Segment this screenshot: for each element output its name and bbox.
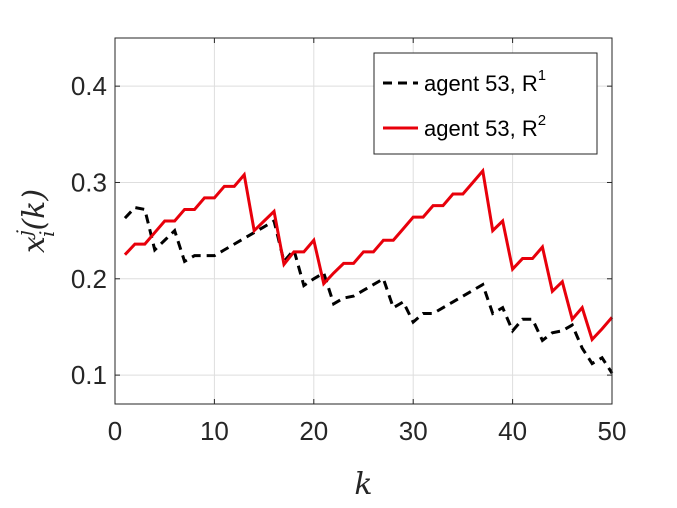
series-layer bbox=[123, 167, 614, 374]
x-tick-label: 20 bbox=[299, 416, 328, 446]
y-tick-label: 0.3 bbox=[71, 167, 107, 197]
tick-labels: 0 10 20 30 40 50 0.1 0.2 0.3 0.4 bbox=[71, 71, 627, 446]
ticks bbox=[114, 38, 613, 404]
y-tick-label: 0.4 bbox=[71, 71, 107, 101]
series-line-1 bbox=[123, 205, 614, 374]
x-tick-label: 10 bbox=[200, 416, 229, 446]
legend-label-2: agent 53, R2 bbox=[424, 112, 546, 141]
y-tick-label: 0.2 bbox=[71, 264, 107, 294]
x-axis-label: k bbox=[354, 467, 372, 502]
legend: agent 53, R1 agent 53, R2 bbox=[373, 52, 598, 155]
y-axis-label: xji(k) bbox=[12, 189, 59, 253]
x-tick-label: 40 bbox=[498, 416, 527, 446]
legend-label-1: agent 53, R1 bbox=[424, 67, 546, 96]
x-tick-label: 50 bbox=[598, 416, 627, 446]
y-axis-label-text: xji(k) bbox=[12, 189, 59, 253]
series-line-2 bbox=[123, 167, 614, 343]
x-tick-label: 0 bbox=[108, 416, 122, 446]
plot-frame bbox=[114, 37, 613, 405]
legend-box bbox=[373, 52, 598, 155]
x-tick-label: 30 bbox=[399, 416, 428, 446]
y-tick-label: 0.1 bbox=[71, 360, 107, 390]
